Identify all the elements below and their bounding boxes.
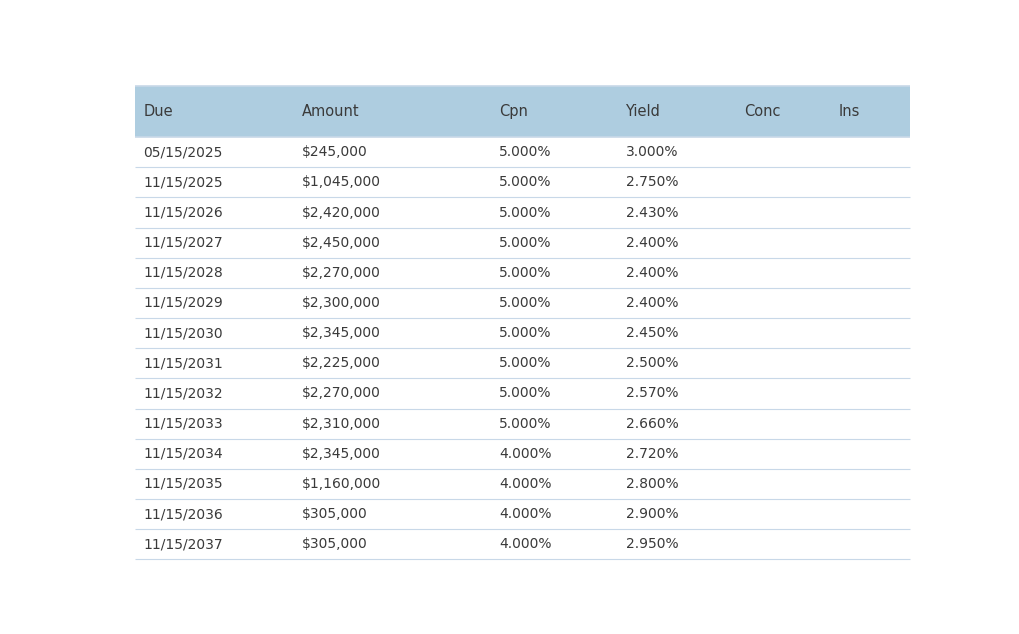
Text: 11/15/2036: 11/15/2036 (143, 507, 223, 521)
Bar (136, 439, 909, 469)
Text: 5.000%: 5.000% (498, 326, 551, 340)
Text: 2.430%: 2.430% (625, 205, 678, 219)
Text: 2.800%: 2.800% (625, 477, 678, 491)
Text: 11/15/2031: 11/15/2031 (143, 356, 223, 370)
Text: Cpn: Cpn (498, 104, 528, 119)
Text: $2,345,000: $2,345,000 (302, 447, 380, 461)
Text: 4.000%: 4.000% (498, 507, 551, 521)
Bar (136, 258, 909, 288)
Text: 11/15/2037: 11/15/2037 (143, 537, 223, 552)
Text: 4.000%: 4.000% (498, 477, 551, 491)
Text: 2.500%: 2.500% (625, 356, 678, 370)
Bar (136, 378, 909, 408)
Text: 2.750%: 2.750% (625, 176, 678, 190)
Text: 2.950%: 2.950% (625, 537, 678, 552)
Text: 2.720%: 2.720% (625, 447, 678, 461)
Text: $305,000: $305,000 (302, 507, 367, 521)
Text: $245,000: $245,000 (302, 145, 367, 159)
Bar (136, 408, 909, 439)
Text: $2,270,000: $2,270,000 (302, 387, 380, 401)
Text: 2.900%: 2.900% (625, 507, 678, 521)
Text: 11/15/2035: 11/15/2035 (143, 477, 223, 491)
Bar (136, 318, 909, 348)
Bar (136, 137, 909, 167)
Text: 3.000%: 3.000% (625, 145, 678, 159)
Text: 11/15/2033: 11/15/2033 (143, 417, 223, 430)
Bar (136, 197, 909, 228)
Text: 11/15/2034: 11/15/2034 (143, 447, 223, 461)
Text: $2,310,000: $2,310,000 (302, 417, 380, 430)
Text: $2,225,000: $2,225,000 (302, 356, 380, 370)
Bar (136, 167, 909, 197)
Bar (136, 499, 909, 529)
Text: 11/15/2027: 11/15/2027 (143, 236, 223, 250)
Bar (136, 228, 909, 258)
Text: $2,300,000: $2,300,000 (302, 296, 380, 310)
Text: Amount: Amount (302, 104, 359, 119)
Text: 11/15/2025: 11/15/2025 (143, 176, 223, 190)
Text: 5.000%: 5.000% (498, 145, 551, 159)
Text: 2.450%: 2.450% (625, 326, 678, 340)
Text: 5.000%: 5.000% (498, 266, 551, 280)
Text: $305,000: $305,000 (302, 537, 367, 552)
Text: 2.660%: 2.660% (625, 417, 678, 430)
Text: 2.400%: 2.400% (625, 296, 678, 310)
Text: Due: Due (143, 104, 173, 119)
Text: 11/15/2029: 11/15/2029 (143, 296, 223, 310)
Text: 4.000%: 4.000% (498, 537, 551, 552)
Text: Ins: Ins (839, 104, 859, 119)
Text: 5.000%: 5.000% (498, 176, 551, 190)
Bar (136, 469, 909, 499)
Text: $2,270,000: $2,270,000 (302, 266, 380, 280)
Text: 2.570%: 2.570% (625, 387, 678, 401)
Text: $2,420,000: $2,420,000 (302, 205, 380, 219)
Text: 5.000%: 5.000% (498, 387, 551, 401)
Text: 11/15/2026: 11/15/2026 (143, 205, 223, 219)
Text: $1,160,000: $1,160,000 (302, 477, 380, 491)
Text: $1,045,000: $1,045,000 (302, 176, 380, 190)
Text: 2.400%: 2.400% (625, 266, 678, 280)
Bar (136, 529, 909, 559)
Text: 11/15/2028: 11/15/2028 (143, 266, 223, 280)
Text: $2,450,000: $2,450,000 (302, 236, 380, 250)
Text: 5.000%: 5.000% (498, 296, 551, 310)
Bar (136, 86, 909, 137)
Text: 05/15/2025: 05/15/2025 (143, 145, 222, 159)
Bar (136, 348, 909, 378)
Bar (136, 288, 909, 318)
Text: Conc: Conc (744, 104, 780, 119)
Text: $2,345,000: $2,345,000 (302, 326, 380, 340)
Text: 2.400%: 2.400% (625, 236, 678, 250)
Text: 5.000%: 5.000% (498, 205, 551, 219)
Text: 5.000%: 5.000% (498, 236, 551, 250)
Text: 4.000%: 4.000% (498, 447, 551, 461)
Text: 5.000%: 5.000% (498, 356, 551, 370)
Text: Yield: Yield (625, 104, 659, 119)
Text: 5.000%: 5.000% (498, 417, 551, 430)
Text: 11/15/2032: 11/15/2032 (143, 387, 223, 401)
Text: 11/15/2030: 11/15/2030 (143, 326, 223, 340)
